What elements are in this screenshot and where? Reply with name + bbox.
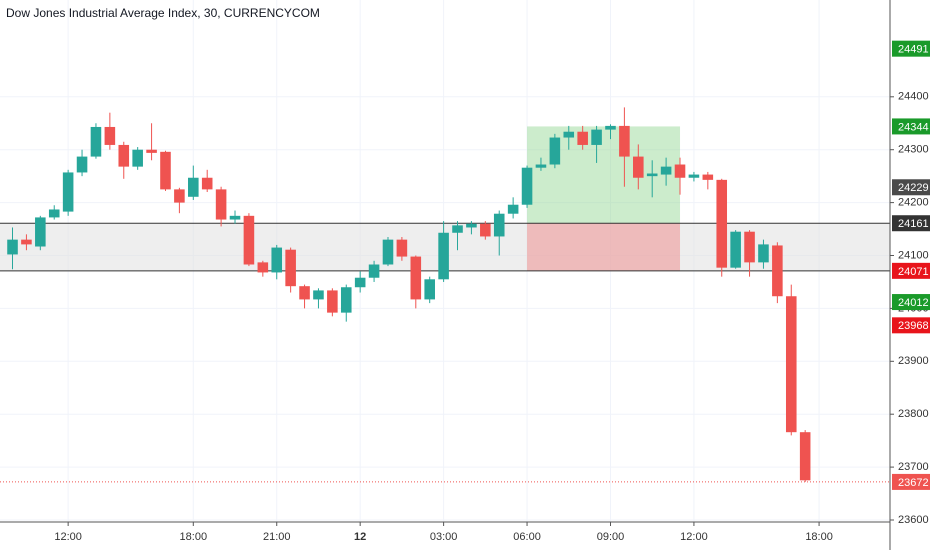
candle-body bbox=[646, 173, 658, 177]
candle-body bbox=[21, 239, 32, 245]
candle-body bbox=[62, 172, 74, 212]
price-label-box bbox=[892, 317, 930, 334]
candle-body bbox=[633, 156, 644, 178]
candle-body bbox=[480, 223, 491, 237]
candle-body bbox=[563, 131, 575, 138]
candle-body bbox=[674, 164, 686, 178]
x-tick-label: 18:00 bbox=[180, 531, 208, 543]
y-tick-label: 24300 bbox=[898, 144, 929, 156]
candle-body bbox=[35, 217, 46, 247]
price-label: 23968 bbox=[898, 320, 929, 332]
price-label: 24229 bbox=[898, 182, 929, 194]
candle-body bbox=[90, 126, 102, 157]
candle-body bbox=[466, 223, 477, 228]
price-label-box bbox=[892, 40, 930, 57]
x-tick-label: 21:00 bbox=[263, 531, 291, 543]
price-label-box bbox=[892, 262, 930, 279]
candle-body bbox=[549, 137, 561, 165]
candle-body bbox=[382, 239, 394, 265]
price-label: 24491 bbox=[898, 44, 929, 56]
price-label-box bbox=[892, 118, 930, 135]
price-label: 24012 bbox=[898, 297, 929, 309]
plot bbox=[0, 107, 890, 483]
x-tick-label: 12 bbox=[354, 531, 366, 543]
y-tick-label: 23600 bbox=[898, 514, 929, 526]
price-label-box bbox=[892, 179, 930, 196]
candle-body bbox=[160, 151, 171, 190]
candle-body bbox=[299, 286, 310, 300]
candle-body bbox=[340, 287, 352, 313]
candle-body bbox=[730, 231, 741, 268]
price-label-box bbox=[892, 215, 930, 232]
candle-body bbox=[744, 231, 755, 263]
candle-body bbox=[772, 245, 783, 297]
candle-body bbox=[605, 125, 616, 130]
candle-body bbox=[118, 144, 130, 167]
price-label-box bbox=[892, 294, 930, 311]
candle-body bbox=[354, 277, 366, 288]
x-tick-label: 12:00 bbox=[54, 531, 82, 543]
candle-body bbox=[215, 189, 227, 220]
price-label: 24344 bbox=[898, 121, 929, 133]
candle-body bbox=[424, 279, 435, 300]
candle-body bbox=[174, 189, 185, 203]
candle-body bbox=[410, 256, 422, 300]
candle-body bbox=[201, 177, 213, 190]
candle-body bbox=[591, 129, 602, 145]
candle-body bbox=[76, 156, 88, 173]
axes: 2360023700238002390024000241002420024300… bbox=[54, 40, 930, 543]
loss-zone bbox=[527, 223, 681, 271]
x-tick-label: 18:00 bbox=[805, 531, 833, 543]
y-tick-label: 23800 bbox=[898, 408, 929, 420]
price-label: 24071 bbox=[898, 266, 929, 278]
candle-body bbox=[285, 249, 296, 287]
chart-title: Dow Jones Industrial Average Index, 30, … bbox=[6, 6, 320, 20]
candle-body bbox=[368, 264, 380, 278]
candle-body bbox=[132, 149, 143, 167]
candle-body bbox=[313, 290, 324, 300]
candle-body bbox=[716, 179, 728, 268]
candle-body bbox=[146, 149, 157, 153]
candle-body bbox=[493, 213, 505, 237]
candle-body bbox=[619, 125, 630, 157]
price-label: 23672 bbox=[898, 477, 929, 489]
candle-body bbox=[688, 174, 700, 178]
candle-body bbox=[188, 177, 199, 197]
candle-body bbox=[48, 209, 60, 218]
candle-body bbox=[7, 239, 18, 255]
candle-body bbox=[785, 296, 797, 433]
x-tick-label: 06:00 bbox=[513, 531, 541, 543]
x-tick-label: 12:00 bbox=[680, 531, 708, 543]
candle-body bbox=[507, 204, 519, 214]
x-tick-label: 09:00 bbox=[597, 531, 625, 543]
candle-body bbox=[229, 215, 241, 220]
y-tick-label: 23700 bbox=[898, 461, 929, 473]
candle-body bbox=[577, 131, 588, 145]
candle-body bbox=[104, 126, 116, 145]
y-tick-label: 24400 bbox=[898, 91, 929, 103]
y-tick-label: 24100 bbox=[898, 249, 929, 261]
x-tick-label: 03:00 bbox=[430, 531, 458, 543]
candle-body bbox=[327, 290, 338, 313]
candle-body bbox=[452, 225, 463, 233]
price-label: 24161 bbox=[898, 218, 929, 230]
y-tick-label: 23900 bbox=[898, 355, 929, 367]
candle-body bbox=[660, 166, 672, 175]
candle-body bbox=[758, 244, 769, 263]
y-tick-label: 24200 bbox=[898, 197, 929, 209]
candle-body bbox=[438, 232, 449, 280]
candle-body bbox=[702, 174, 714, 180]
candle-body bbox=[799, 432, 811, 481]
candle-body bbox=[535, 164, 547, 168]
candle-body bbox=[243, 215, 255, 265]
candle-body bbox=[271, 247, 283, 273]
candle-body bbox=[257, 262, 269, 273]
candle-body bbox=[396, 239, 408, 257]
price-label-box bbox=[892, 473, 930, 490]
candle-body bbox=[521, 167, 533, 205]
